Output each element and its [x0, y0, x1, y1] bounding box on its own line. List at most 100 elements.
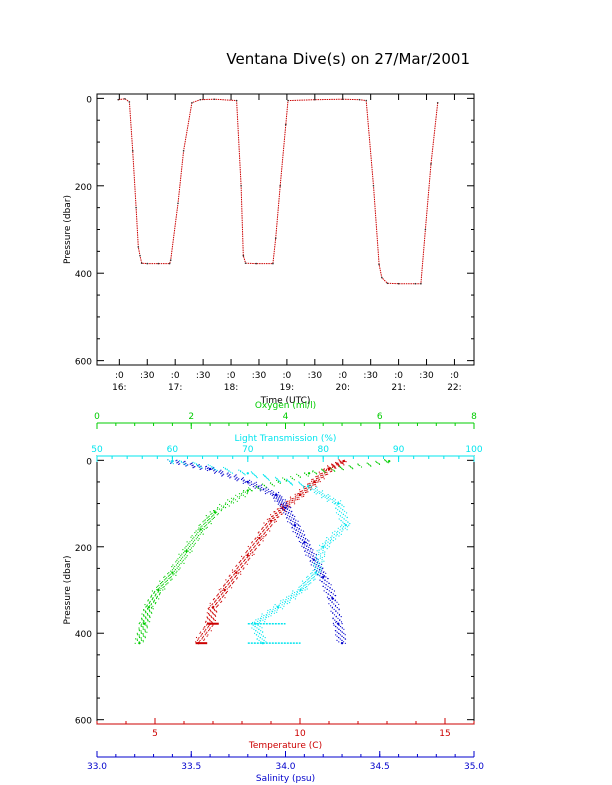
series-point-oxygen	[159, 583, 162, 585]
series-point-salinity	[247, 483, 249, 485]
series-point-oxygen	[192, 541, 195, 543]
series-point-transmission	[291, 483, 293, 485]
series-point-temperature	[312, 478, 314, 480]
series-point-salinity	[229, 477, 231, 479]
series-point-transmission	[344, 510, 346, 512]
series-point-temperature	[268, 523, 271, 525]
series-point-oxygen	[180, 562, 182, 565]
series-point-transmission	[326, 498, 328, 500]
series-point-transmission	[224, 467, 226, 469]
series-point-oxygen	[236, 496, 239, 498]
series-point-temperature	[232, 571, 234, 574]
series-anchor-temperature	[342, 459, 345, 463]
series-point-temperature	[218, 589, 220, 591]
series-point-salinity	[227, 475, 229, 477]
series-point-salinity	[332, 622, 334, 625]
series-point-temperature	[212, 599, 215, 601]
x-hour-label: 20:	[336, 383, 350, 393]
series-anchor-salinity	[331, 597, 334, 600]
series-point-salinity	[191, 462, 193, 464]
series-point-oxygen	[141, 613, 143, 615]
series-point-oxygen	[147, 613, 149, 615]
series-point-transmission	[258, 639, 260, 642]
series-point-transmission	[319, 555, 322, 557]
series-point-temperature	[208, 618, 210, 620]
series-point-temperature	[259, 533, 261, 536]
series-point-temperature	[298, 498, 300, 500]
series-point-oxygen	[203, 523, 205, 525]
series-point-oxygen	[200, 532, 202, 534]
series-point-temperature	[322, 474, 324, 476]
series-point-oxygen	[158, 594, 160, 596]
series-point-oxygen	[242, 494, 244, 496]
plot-frame	[96, 93, 475, 366]
series-point-oxygen	[242, 491, 244, 493]
series-point-temperature	[244, 558, 246, 561]
series-point-salinity	[282, 503, 285, 505]
series-point-oxygen	[216, 514, 218, 516]
series-point-oxygen	[183, 555, 185, 557]
series-point-oxygen	[282, 477, 284, 479]
series-anchor-salinity	[293, 523, 297, 527]
series-point-temperature	[209, 602, 211, 604]
series-point-oxygen	[196, 533, 198, 535]
series-point-transmission	[324, 494, 326, 496]
dive-point	[274, 237, 277, 240]
series-point-transmission	[326, 544, 329, 546]
series-point-temperature	[223, 585, 225, 587]
series-point-temperature	[251, 554, 253, 557]
series-point-salinity	[334, 630, 336, 632]
series-point-salinity	[310, 560, 312, 562]
series-point-temperature	[303, 495, 305, 497]
series-point-oxygen	[176, 567, 178, 569]
series-point-transmission	[313, 489, 315, 491]
series-point-oxygen	[152, 608, 154, 610]
series-point-oxygen	[205, 527, 207, 529]
series-point-oxygen	[205, 521, 207, 523]
series-point-temperature	[322, 468, 324, 470]
series-point-temperature	[254, 548, 257, 550]
series-point-oxygen	[171, 566, 173, 568]
dive-trace	[118, 98, 439, 285]
series-point-oxygen	[144, 630, 146, 632]
series-point-temperature	[318, 479, 321, 481]
series-point-temperature	[273, 511, 275, 513]
series-point-temperature	[224, 586, 226, 589]
series-point-temperature	[304, 486, 306, 488]
series-point-oxygen	[291, 477, 294, 479]
series-point-transmission	[330, 538, 333, 540]
series-point-temperature	[271, 524, 273, 526]
series-point-oxygen	[147, 599, 149, 601]
series-point-oxygen	[145, 612, 147, 614]
series-point-salinity	[297, 532, 299, 535]
series-point-temperature	[316, 475, 318, 477]
series-point-salinity	[206, 469, 208, 472]
x-hour-label: 16:	[112, 383, 126, 393]
series-point-transmission	[320, 568, 322, 570]
series-point-temperature	[220, 590, 222, 592]
series-point-transmission	[270, 615, 272, 617]
series-point-oxygen	[250, 490, 252, 492]
series-point-transmission	[312, 569, 314, 572]
series-point-temperature	[241, 555, 243, 558]
series-point-temperature	[208, 630, 210, 632]
series-point-oxygen	[385, 460, 388, 462]
series-point-temperature	[210, 615, 212, 617]
series-point-transmission	[310, 575, 312, 577]
series-point-temperature	[236, 570, 238, 572]
axis-title-salinity: Salinity (psu)	[256, 774, 315, 784]
series-point-temperature	[246, 550, 248, 552]
time-pressure-chart: 0200400600:0:30:0:30:0:30:0:30:0:30:0:30…	[63, 93, 475, 406]
series-point-transmission	[309, 486, 311, 489]
series-point-transmission	[192, 461, 194, 463]
series-point-oxygen	[307, 475, 309, 477]
series-point-transmission	[278, 480, 280, 482]
series-point-oxygen	[228, 505, 230, 507]
series-anchor-transmission	[171, 459, 174, 463]
series-point-oxygen	[285, 480, 287, 482]
series-point-temperature	[300, 490, 302, 492]
series-point-transmission	[270, 612, 273, 615]
series-point-transmission	[309, 579, 311, 582]
series-point-salinity	[236, 480, 238, 482]
series-point-transmission	[341, 504, 343, 506]
